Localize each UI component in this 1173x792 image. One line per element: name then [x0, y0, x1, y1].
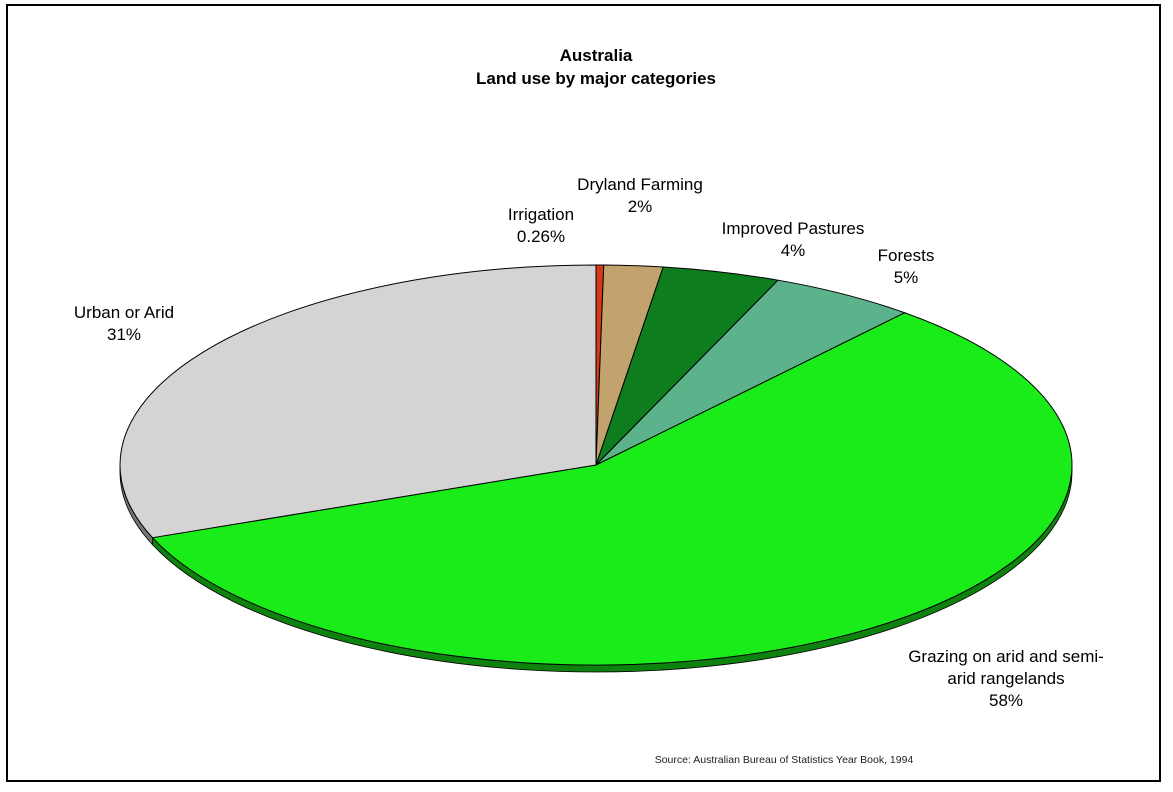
slice-label-irrigation: Irrigation 0.26%	[508, 205, 574, 246]
slice-label-improved-pastures: Improved Pastures 4%	[722, 219, 865, 260]
slice-label-grazing: Grazing on arid and semi-arid rangelands…	[908, 647, 1104, 710]
slice-label-urban-or-arid: Urban or Arid 31%	[74, 303, 174, 344]
slice-label-dryland-farming: Dryland Farming 2%	[577, 175, 703, 216]
slice-label-line: Dryland Farming	[577, 175, 703, 194]
slice-label-line: Urban or Arid	[74, 303, 174, 322]
pie-slice-urban-or-arid	[119, 264, 597, 539]
pie-slices	[119, 264, 1073, 666]
slice-label-line: Irrigation	[508, 205, 574, 224]
slice-label-line: 58%	[989, 691, 1023, 710]
slice-label-line: Improved Pastures	[722, 219, 865, 238]
slice-label-line: 31%	[107, 325, 141, 344]
slice-label-line: 2%	[628, 197, 653, 216]
slice-label-line: arid rangelands	[947, 669, 1064, 688]
slice-label-line: 5%	[894, 268, 919, 287]
slice-label-line: Forests	[878, 246, 935, 265]
slice-label-line: 4%	[781, 241, 806, 260]
pie-slice-grazing	[152, 312, 1073, 666]
chart-source-note: Source: Australian Bureau of Statistics …	[655, 754, 914, 766]
slice-label-forests: Forests 5%	[878, 246, 935, 287]
chart-subtitle: Land use by major categories	[476, 69, 716, 88]
slice-label-line: Grazing on arid and semi-	[908, 647, 1104, 666]
slice-labels: Irrigation 0.26% Dryland Farming 2% Improved…	[74, 175, 1104, 710]
slice-label-line: 0.26%	[517, 227, 565, 246]
chart-title: Australia	[560, 46, 633, 65]
pie-slice-forests	[595, 279, 906, 466]
